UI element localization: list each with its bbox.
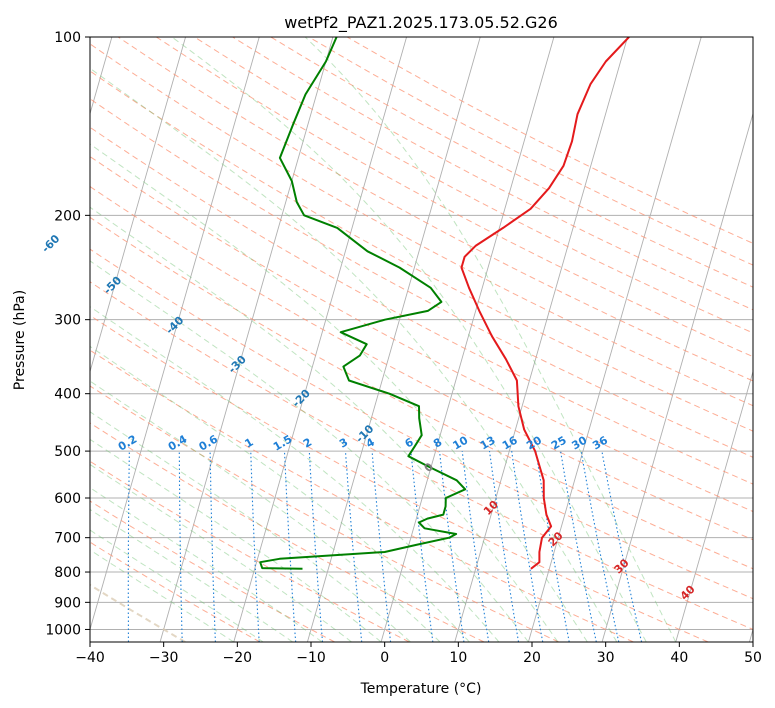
moist-adiabat-line (90, 438, 382, 642)
x-tick-label: −40 (75, 650, 105, 666)
mixing-ratio-line (344, 451, 363, 642)
skewed-isotherms (90, 37, 753, 642)
dry-adiabats (90, 37, 753, 642)
dry-adiabat-line (194, 37, 753, 334)
mixing-ratio-line (461, 451, 490, 642)
x-axis-ticks: −40 −30 −20 −10 0 10 20 30 40 50 (75, 642, 762, 666)
dry-adiabat-line (90, 155, 753, 513)
x-tick-label: 30 (597, 650, 615, 666)
x-tick-label: 50 (744, 650, 762, 666)
isotherm-line (454, 37, 629, 642)
isotherm-line (527, 37, 702, 642)
isotherm-line (675, 369, 753, 642)
moist-adiabat-line (90, 143, 588, 642)
y-tick-label: 100 (54, 30, 81, 46)
moist-adiabat-line (90, 306, 500, 642)
dry-adiabat-line (90, 583, 186, 642)
y-axis-ticks: 1000 900 800 700 600 500 400 300 200 100 (45, 30, 90, 638)
isotherm-line (159, 37, 334, 642)
dry-adiabat-line (90, 281, 753, 630)
mixing-ratio-line (371, 451, 392, 642)
y-tick-label: 400 (54, 387, 81, 403)
x-tick-label: 40 (670, 650, 688, 666)
dry-adiabat-line (90, 422, 485, 642)
y-tick-label: 1000 (45, 622, 81, 638)
x-tick-label: −20 (223, 650, 253, 666)
y-axis-label: Pressure (hPa) (12, 290, 28, 390)
dewpoint-profile-line (259, 37, 467, 570)
y-tick-label: 200 (54, 208, 81, 224)
y-tick-label: 800 (54, 565, 81, 581)
isotherm-line (90, 37, 260, 632)
y-tick-label: 900 (54, 595, 81, 611)
mixing-ratio-line (560, 451, 597, 642)
x-axis-label: Temperature (°C) (360, 681, 482, 697)
isotherm-line (90, 37, 187, 374)
y-tick-label: 600 (54, 491, 81, 507)
dry-adiabat-line (90, 126, 753, 485)
moist-adiabat-line (90, 67, 618, 642)
x-tick-label: −10 (296, 650, 326, 666)
mixing-ratio-line (488, 451, 520, 642)
moist-adiabats (90, 37, 677, 642)
moist-adiabat-line (90, 206, 559, 642)
mixing-ratio-line (438, 451, 465, 642)
temperature-profile-line (460, 37, 630, 570)
isotherm-line (233, 37, 408, 642)
plot-background (90, 37, 753, 642)
dry-adiabat-line (90, 541, 261, 642)
moist-adiabat-line (90, 260, 529, 642)
mixing-ratio-line (601, 451, 643, 642)
dry-adiabat-line (90, 43, 753, 407)
dry-adiabat-line (90, 185, 753, 541)
mixing-ratio-line (410, 451, 434, 642)
dry-adiabat-line (90, 314, 709, 642)
x-tick-label: −30 (149, 650, 179, 666)
moist-adiabat-line (90, 380, 441, 642)
moist-adiabat-line (90, 411, 411, 642)
x-tick-label: 0 (380, 650, 389, 666)
y-tick-label: 500 (54, 444, 81, 460)
dry-adiabat-line (117, 37, 753, 382)
y-tick-label: 300 (54, 313, 81, 329)
isotherm-line (601, 112, 753, 642)
moist-adiabat-line (304, 37, 677, 642)
chart-title: wetPf2_PAZ1.2025.173.05.52.G26 (284, 13, 558, 33)
y-tick-label: 700 (54, 531, 81, 547)
dry-adiabat-line (90, 460, 410, 642)
dry-adiabat-line (90, 248, 753, 600)
mixing-ratio-line (580, 451, 620, 642)
x-tick-label: 20 (523, 650, 541, 666)
dry-adiabat-line (232, 37, 753, 311)
dry-adiabat-line (90, 349, 634, 642)
plot-frame (89, 36, 754, 643)
moist-adiabat-line (171, 37, 647, 642)
sounding-profiles (259, 37, 630, 570)
isotherm-line (380, 37, 555, 642)
x-tick-label: 10 (449, 650, 467, 666)
dry-adiabat-line (90, 216, 753, 570)
mixing-ratio-lines (127, 451, 643, 642)
moist-adiabat-line (90, 463, 352, 642)
